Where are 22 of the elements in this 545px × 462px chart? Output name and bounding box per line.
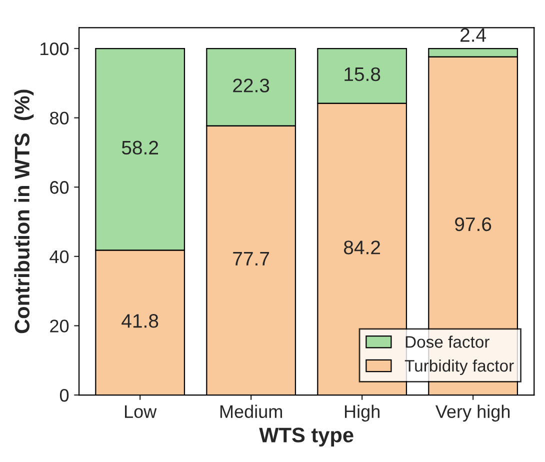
- data-label: 2.4: [460, 28, 486, 42]
- x-axis-title: WTS type: [259, 428, 354, 447]
- x-tick-label: Medium: [220, 404, 282, 418]
- y-tick-label: 80: [50, 112, 69, 125]
- data-label: 22.3: [233, 78, 270, 92]
- data-label: 84.2: [344, 240, 380, 254]
- data-label: 97.6: [455, 217, 492, 232]
- x-tick-label: High: [344, 404, 380, 422]
- y-tick-label: 20: [50, 320, 69, 332]
- y-tick-label: 0: [60, 388, 69, 402]
- y-tick-label: 60: [50, 181, 69, 194]
- y-tick-label: 100: [40, 42, 69, 56]
- x-tick-label: Low: [124, 405, 157, 418]
- data-label: 58.2: [122, 140, 158, 155]
- legend-label: Turbidity factor: [404, 359, 514, 376]
- y-axis-title: Contribution in WTS (%): [14, 90, 34, 334]
- legend-label: Dose factor: [406, 336, 490, 348]
- data-label: 41.8: [122, 314, 158, 328]
- data-label: 77.7: [233, 252, 270, 266]
- x-tick-label: Very high: [435, 404, 510, 422]
- data-label: 15.8: [344, 67, 380, 82]
- y-tick-label: 40: [50, 250, 69, 264]
